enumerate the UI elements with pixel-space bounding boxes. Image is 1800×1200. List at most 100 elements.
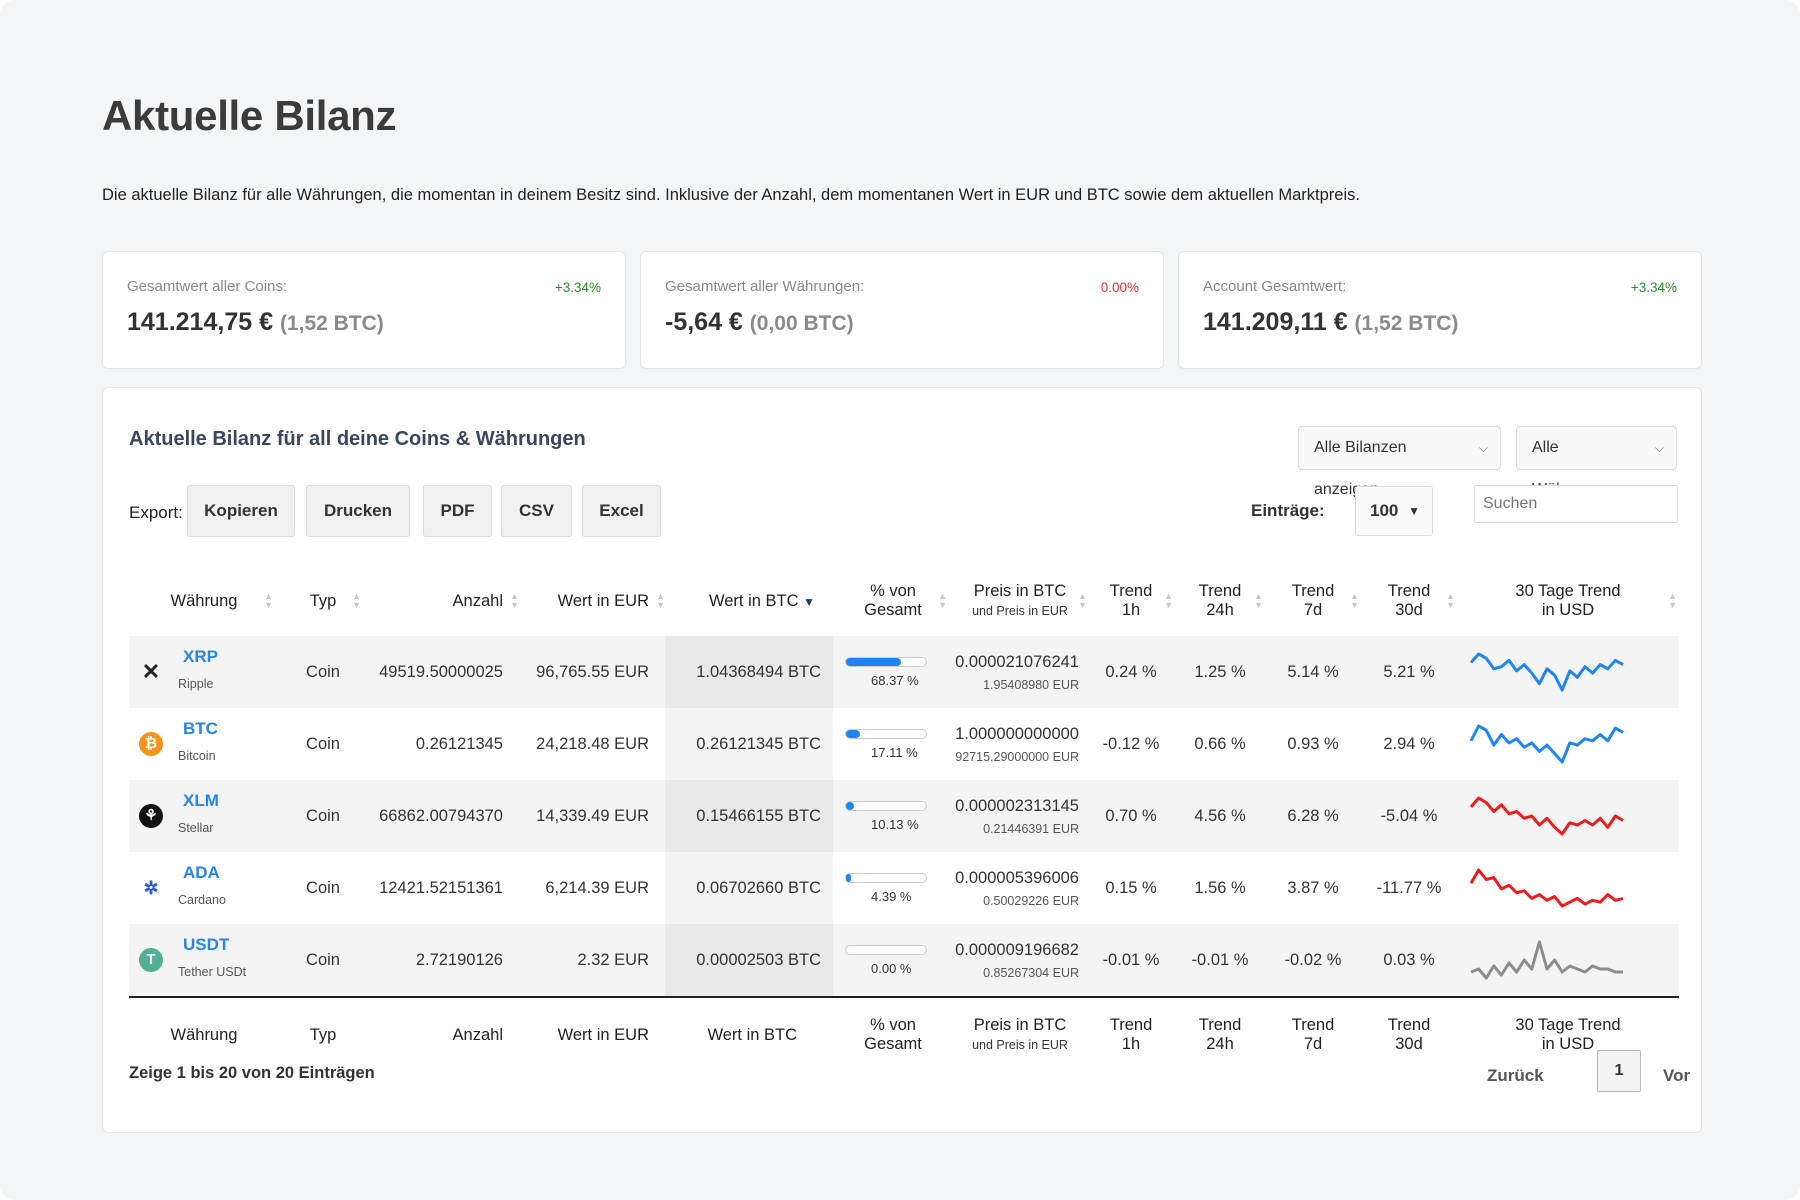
- cell-type: Coin: [279, 924, 367, 997]
- pct-progress-fill: [846, 657, 901, 666]
- cell-currency: ₿ BTC Bitcoin: [129, 708, 279, 780]
- footer-value-btc: Wert in BTC: [707, 1025, 797, 1044]
- cell-currency: ⚘ XLM Stellar: [129, 780, 279, 852]
- currency-symbol-link[interactable]: BTC: [183, 719, 218, 738]
- currency-name: Tether USDt: [178, 965, 247, 979]
- column-header-trend-7d[interactable]: Trend 7d ▲ ▼: [1291, 582, 1359, 619]
- price-btc: 0.000002313145: [955, 796, 1079, 815]
- sort-icon: ▲ ▼: [510, 591, 519, 610]
- sparkline-chart: [1470, 940, 1623, 980]
- footer-currency: Währung: [170, 1025, 238, 1044]
- price-btc: 0.000005396006: [955, 868, 1079, 887]
- cell-trend-7d: 0.93 %: [1287, 734, 1339, 753]
- cell-trend-30d: 0.03 %: [1361, 924, 1457, 997]
- sparkline-chart: [1469, 652, 1624, 692]
- cell-pct-total: 17.11 %: [833, 708, 953, 780]
- cell-trend-24h: 1.25 %: [1175, 636, 1265, 708]
- pct-progress-fill: [846, 873, 851, 882]
- export-pdf-button[interactable]: PDF: [423, 485, 492, 537]
- filter-balances-dropdown[interactable]: Alle Bilanzen anzeigen ⌵: [1298, 426, 1501, 498]
- cell-trend-30d: -5.04 %: [1361, 780, 1457, 852]
- table-header-row: Währung ▲ ▼ Typ ▲ ▼ Anzahl ▲ ▼ Wert in EUR ▲ ▼ W…: [129, 566, 1679, 636]
- card-change: 0.00%: [1100, 280, 1139, 295]
- cell-amount: 66862.00794370: [367, 780, 519, 852]
- entries-select[interactable]: 100 ▼: [1355, 486, 1433, 536]
- column-header-amount[interactable]: Anzahl ▲ ▼: [452, 591, 519, 610]
- cell-price: 0.000002313145 0.21446391 EUR: [953, 780, 1087, 852]
- pct-value: 4.39 %: [871, 888, 912, 904]
- export-excel-button[interactable]: Excel: [582, 485, 661, 537]
- export-csv-button[interactable]: CSV: [501, 485, 572, 537]
- cell-currency: ✲ ADA Cardano: [129, 852, 279, 924]
- export-copy-button[interactable]: Kopieren: [187, 485, 295, 537]
- cell-trend-30d: 5.21 %: [1361, 636, 1457, 708]
- sort-icon: ▲ ▼: [1164, 591, 1173, 610]
- footer-30day-trend: 30 Tage Trend in USD: [1515, 1016, 1621, 1053]
- table-row: ⚘ XLM Stellar Coin 66862.00794370 14,339.49 E…: [129, 780, 1679, 852]
- cell-value-btc: 1.04368494 BTC: [665, 636, 833, 708]
- card-label: Gesamtwert aller Coins:: [127, 278, 288, 295]
- pct-value: 10.13 %: [871, 816, 919, 832]
- pagination-next[interactable]: Vor: [1663, 1066, 1691, 1085]
- cardano-icon: ✲: [143, 878, 159, 898]
- pct-progress-bar: [845, 728, 927, 739]
- export-print-button[interactable]: Drucken: [306, 485, 410, 537]
- price-eur: 1.95408980 EUR: [983, 677, 1079, 692]
- sparkline-chart: [1469, 724, 1624, 764]
- cell-value-eur: 14,339.49 EUR: [519, 780, 665, 852]
- cell-value-btc: 0.15466155 BTC: [665, 780, 833, 852]
- column-header-value-btc[interactable]: Wert in BTC ▼: [708, 591, 815, 610]
- cell-value-eur: 24,218.48 EUR: [536, 734, 649, 753]
- sort-icon: ▲ ▼: [352, 591, 361, 610]
- cell-30day-trend: [1457, 636, 1679, 708]
- column-header-trend-1h[interactable]: Trend 1h ▲ ▼: [1109, 582, 1173, 619]
- cell-value-btc: 0.06702660 BTC: [665, 852, 833, 924]
- tether-icon: T: [139, 948, 163, 972]
- pct-value: 68.37 %: [871, 672, 919, 688]
- cell-type: Coin: [279, 780, 367, 852]
- column-header-price[interactable]: Preis in BTC und Preis in EUR ▲ ▼: [972, 582, 1087, 618]
- footer-amount: Anzahl: [452, 1025, 503, 1044]
- cell-type: Coin: [306, 734, 340, 753]
- sort-icon: ▲ ▼: [1350, 591, 1359, 610]
- column-header-type[interactable]: Typ ▲ ▼: [309, 591, 361, 610]
- pagination-prev[interactable]: Zurück: [1487, 1066, 1544, 1085]
- cell-value-eur: 96,765.55 EUR: [519, 636, 665, 708]
- pct-progress-fill: [846, 801, 855, 810]
- card-coins-total: Gesamtwert aller Coins: +3.34% 141.214,7…: [102, 251, 626, 369]
- column-header-currency[interactable]: Währung ▲ ▼: [170, 591, 273, 610]
- currency-symbol-link[interactable]: USDT: [183, 935, 230, 954]
- column-header-value-eur[interactable]: Wert in EUR ▲ ▼: [557, 591, 665, 610]
- cell-trend-7d: 3.87 %: [1287, 878, 1339, 897]
- pct-progress-bar: [845, 800, 927, 811]
- currency-symbol-link[interactable]: XLM: [183, 791, 219, 810]
- card-value: 141.209,11 € (1,52 BTC): [1203, 308, 1458, 337]
- column-header-trend-30d[interactable]: Trend 30d ▲ ▼: [1387, 582, 1455, 619]
- entries-label: Einträge:: [1251, 501, 1325, 520]
- price-eur: 92715.29000000 EUR: [955, 749, 1079, 764]
- panel-title: Aktuelle Bilanz für all deine Coins & Wä…: [129, 428, 586, 450]
- currency-symbol-link[interactable]: ADA: [183, 863, 220, 882]
- cell-amount: 49519.50000025: [367, 636, 519, 708]
- table-row: T USDT Tether USDt Coin 2.72190126 2.32 EUR 0.…: [129, 924, 1679, 997]
- xrp-icon: ✕: [141, 659, 161, 684]
- card-value: -5,64 € (0,00 BTC): [665, 308, 854, 337]
- footer-trend-7d: Trend 7d: [1291, 1016, 1335, 1053]
- column-header-trend-24h[interactable]: Trend 24h ▲ ▼: [1198, 582, 1263, 619]
- cell-pct-total: 68.37 %: [833, 636, 953, 708]
- cell-30day-trend: [1457, 780, 1679, 852]
- search-input[interactable]: [1474, 485, 1678, 523]
- balance-panel: Aktuelle Bilanz für all deine Coins & Wä…: [102, 387, 1702, 1133]
- cell-trend-30d: 2.94 %: [1383, 734, 1435, 753]
- cell-30day-trend: [1457, 924, 1679, 997]
- cell-trend-7d: 6.28 %: [1265, 780, 1361, 852]
- filter-currencies-dropdown[interactable]: Alle Währungen ⌵: [1516, 426, 1677, 498]
- pagination-page-1[interactable]: 1: [1597, 1050, 1641, 1092]
- currency-symbol-link[interactable]: XRP: [183, 647, 218, 666]
- column-header-30day-trend[interactable]: 30 Tage Trend in USD ▲ ▼: [1515, 582, 1677, 619]
- cell-trend-1h: -0.01 %: [1087, 924, 1175, 997]
- bitcoin-icon: ₿: [139, 732, 163, 756]
- cell-pct-total: 4.39 %: [833, 852, 953, 924]
- card-value-btc: (1,52 BTC): [1354, 312, 1459, 335]
- column-header-pct-total[interactable]: % von Gesamt ▲ ▼: [864, 582, 947, 619]
